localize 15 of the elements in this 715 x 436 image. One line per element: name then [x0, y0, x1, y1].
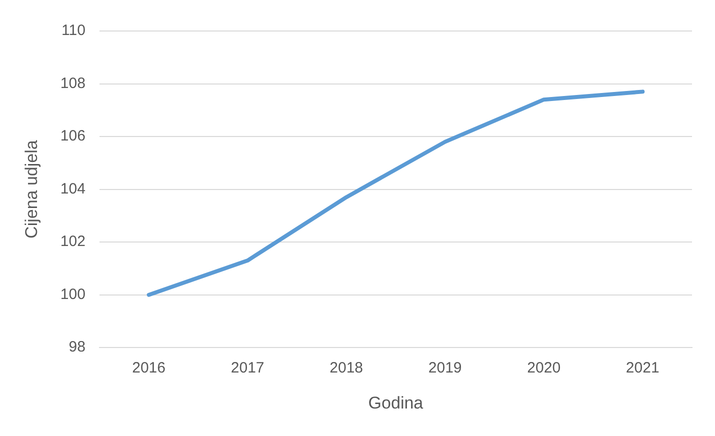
y-tick-label: 100 — [60, 286, 86, 303]
y-tick-label: 104 — [60, 180, 86, 198]
x-tick-label: 2017 — [230, 360, 264, 377]
x-tick-label: 2016 — [132, 360, 166, 377]
y-tick-label: 98 — [68, 338, 86, 356]
y-tick-label: 110 — [62, 22, 86, 40]
x-axis-title: Godina — [368, 393, 424, 412]
x-tick-label: 2020 — [527, 360, 561, 377]
y-tick-label: 108 — [60, 74, 86, 92]
x-tick-label: 2021 — [626, 360, 660, 377]
y-axis-title: Cijena udjela — [22, 140, 41, 238]
x-tick-label: 2019 — [428, 360, 462, 377]
x-tick-label: 2018 — [330, 360, 364, 377]
y-tick-label: 106 — [60, 128, 86, 145]
y-tick-label: 102 — [60, 233, 86, 250]
